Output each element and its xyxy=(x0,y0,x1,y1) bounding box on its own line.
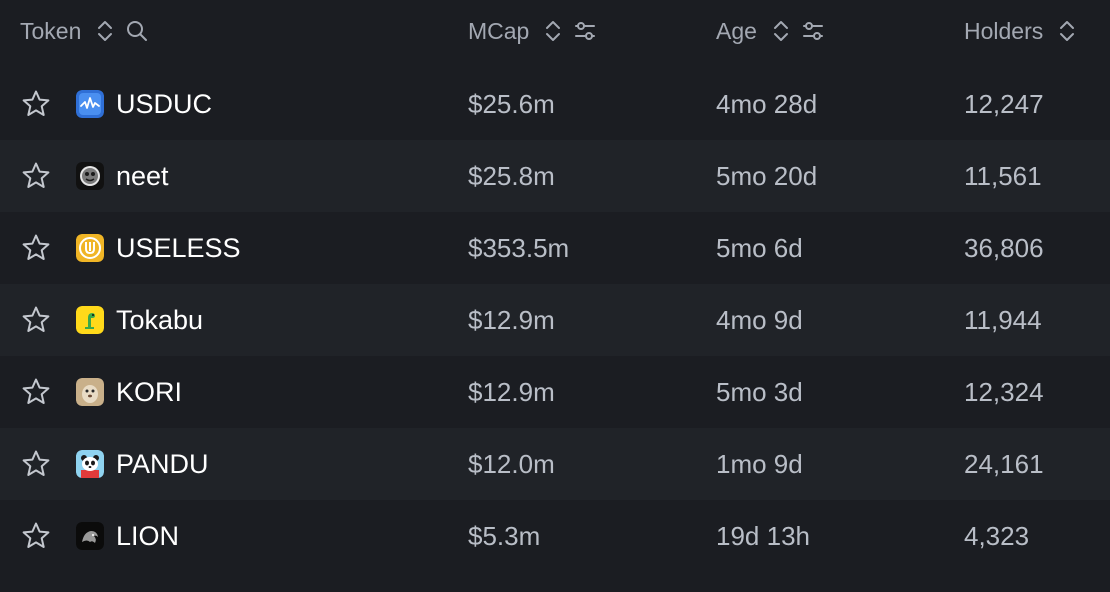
holders-value: 12,324 xyxy=(964,377,1044,407)
search-icon[interactable] xyxy=(125,19,149,43)
market-cap-value: $12.9m xyxy=(468,305,555,335)
sort-icon[interactable] xyxy=(93,19,117,43)
holders-value: 36,806 xyxy=(964,233,1044,263)
table-row[interactable]: USDUC $25.6m 4mo 28d 12,247 xyxy=(0,68,1110,140)
holders-value: 11,944 xyxy=(964,305,1042,335)
table-row[interactable]: KORI $12.9m 5mo 3d 12,324 xyxy=(0,356,1110,428)
holders-value: 24,161 xyxy=(964,449,1044,479)
column-label-token: Token xyxy=(20,17,82,44)
token-name[interactable]: LION xyxy=(116,521,180,551)
table-body: USDUC $25.6m 4mo 28d 12,247 neet $25.8m … xyxy=(0,68,1110,572)
age-value: 5mo 3d xyxy=(716,377,803,407)
market-cap-value: $12.9m xyxy=(468,377,555,407)
token-name[interactable]: KORI xyxy=(116,377,183,407)
table-row[interactable]: LION $5.3m 19d 13h 4,323 xyxy=(0,500,1110,572)
table-row[interactable]: neet $25.8m 5mo 20d 11,561 xyxy=(0,140,1110,212)
token-name[interactable]: neet xyxy=(116,161,169,191)
market-cap-value: $25.6m xyxy=(468,89,555,119)
usduc-logo-icon xyxy=(76,90,104,118)
column-label-holders: Holders xyxy=(964,17,1044,44)
star-icon[interactable] xyxy=(20,232,52,264)
column-header-age: Age xyxy=(716,14,833,48)
kori-logo-icon xyxy=(76,378,104,406)
filter-sliders-icon[interactable] xyxy=(573,19,597,43)
column-label-age: Age xyxy=(716,17,757,44)
market-cap-value: $5.3m xyxy=(468,521,541,551)
column-header-holders: Holders xyxy=(964,14,1087,48)
token-name[interactable]: USDUC xyxy=(116,89,213,119)
sort-icon[interactable] xyxy=(769,19,793,43)
market-cap-value: $25.8m xyxy=(468,161,555,191)
star-icon[interactable] xyxy=(20,160,52,192)
neet-logo-icon xyxy=(76,162,104,190)
sort-icon[interactable] xyxy=(541,19,565,43)
useless-logo-icon xyxy=(76,234,104,262)
age-value: 5mo 6d xyxy=(716,233,803,263)
sort-icon[interactable] xyxy=(1055,19,1079,43)
column-label-mcap: MCap xyxy=(468,17,530,44)
table-row[interactable]: Tokabu $12.9m 4mo 9d 11,944 xyxy=(0,284,1110,356)
star-icon[interactable] xyxy=(20,304,52,336)
age-value: 4mo 28d xyxy=(716,89,818,119)
star-icon[interactable] xyxy=(20,88,52,120)
lion-logo-icon xyxy=(76,522,104,550)
market-cap-value: $12.0m xyxy=(468,449,555,479)
star-icon[interactable] xyxy=(20,376,52,408)
holders-value: 11,561 xyxy=(964,161,1042,191)
holders-value: 12,247 xyxy=(964,89,1044,119)
column-header-mcap: MCap xyxy=(468,14,605,48)
pandu-logo-icon xyxy=(76,450,104,478)
age-value: 1mo 9d xyxy=(716,449,803,479)
age-value: 4mo 9d xyxy=(716,305,803,335)
star-icon[interactable] xyxy=(20,520,52,552)
table-row[interactable]: USELESS $353.5m 5mo 6d 36,806 xyxy=(0,212,1110,284)
holders-value: 4,323 xyxy=(964,521,1030,551)
age-value: 5mo 20d xyxy=(716,161,818,191)
tokabu-logo-icon xyxy=(76,306,104,334)
token-name[interactable]: PANDU xyxy=(116,449,209,479)
token-name[interactable]: USELESS xyxy=(116,233,241,263)
star-icon[interactable] xyxy=(20,448,52,480)
column-header-token: Token xyxy=(20,14,157,48)
table-row[interactable]: PANDU $12.0m 1mo 9d 24,161 xyxy=(0,428,1110,500)
market-cap-value: $353.5m xyxy=(468,233,570,263)
table-header: Token MCap Age xyxy=(0,0,1110,64)
filter-sliders-icon[interactable] xyxy=(801,19,825,43)
token-name[interactable]: Tokabu xyxy=(116,305,204,335)
age-value: 19d 13h xyxy=(716,521,810,551)
